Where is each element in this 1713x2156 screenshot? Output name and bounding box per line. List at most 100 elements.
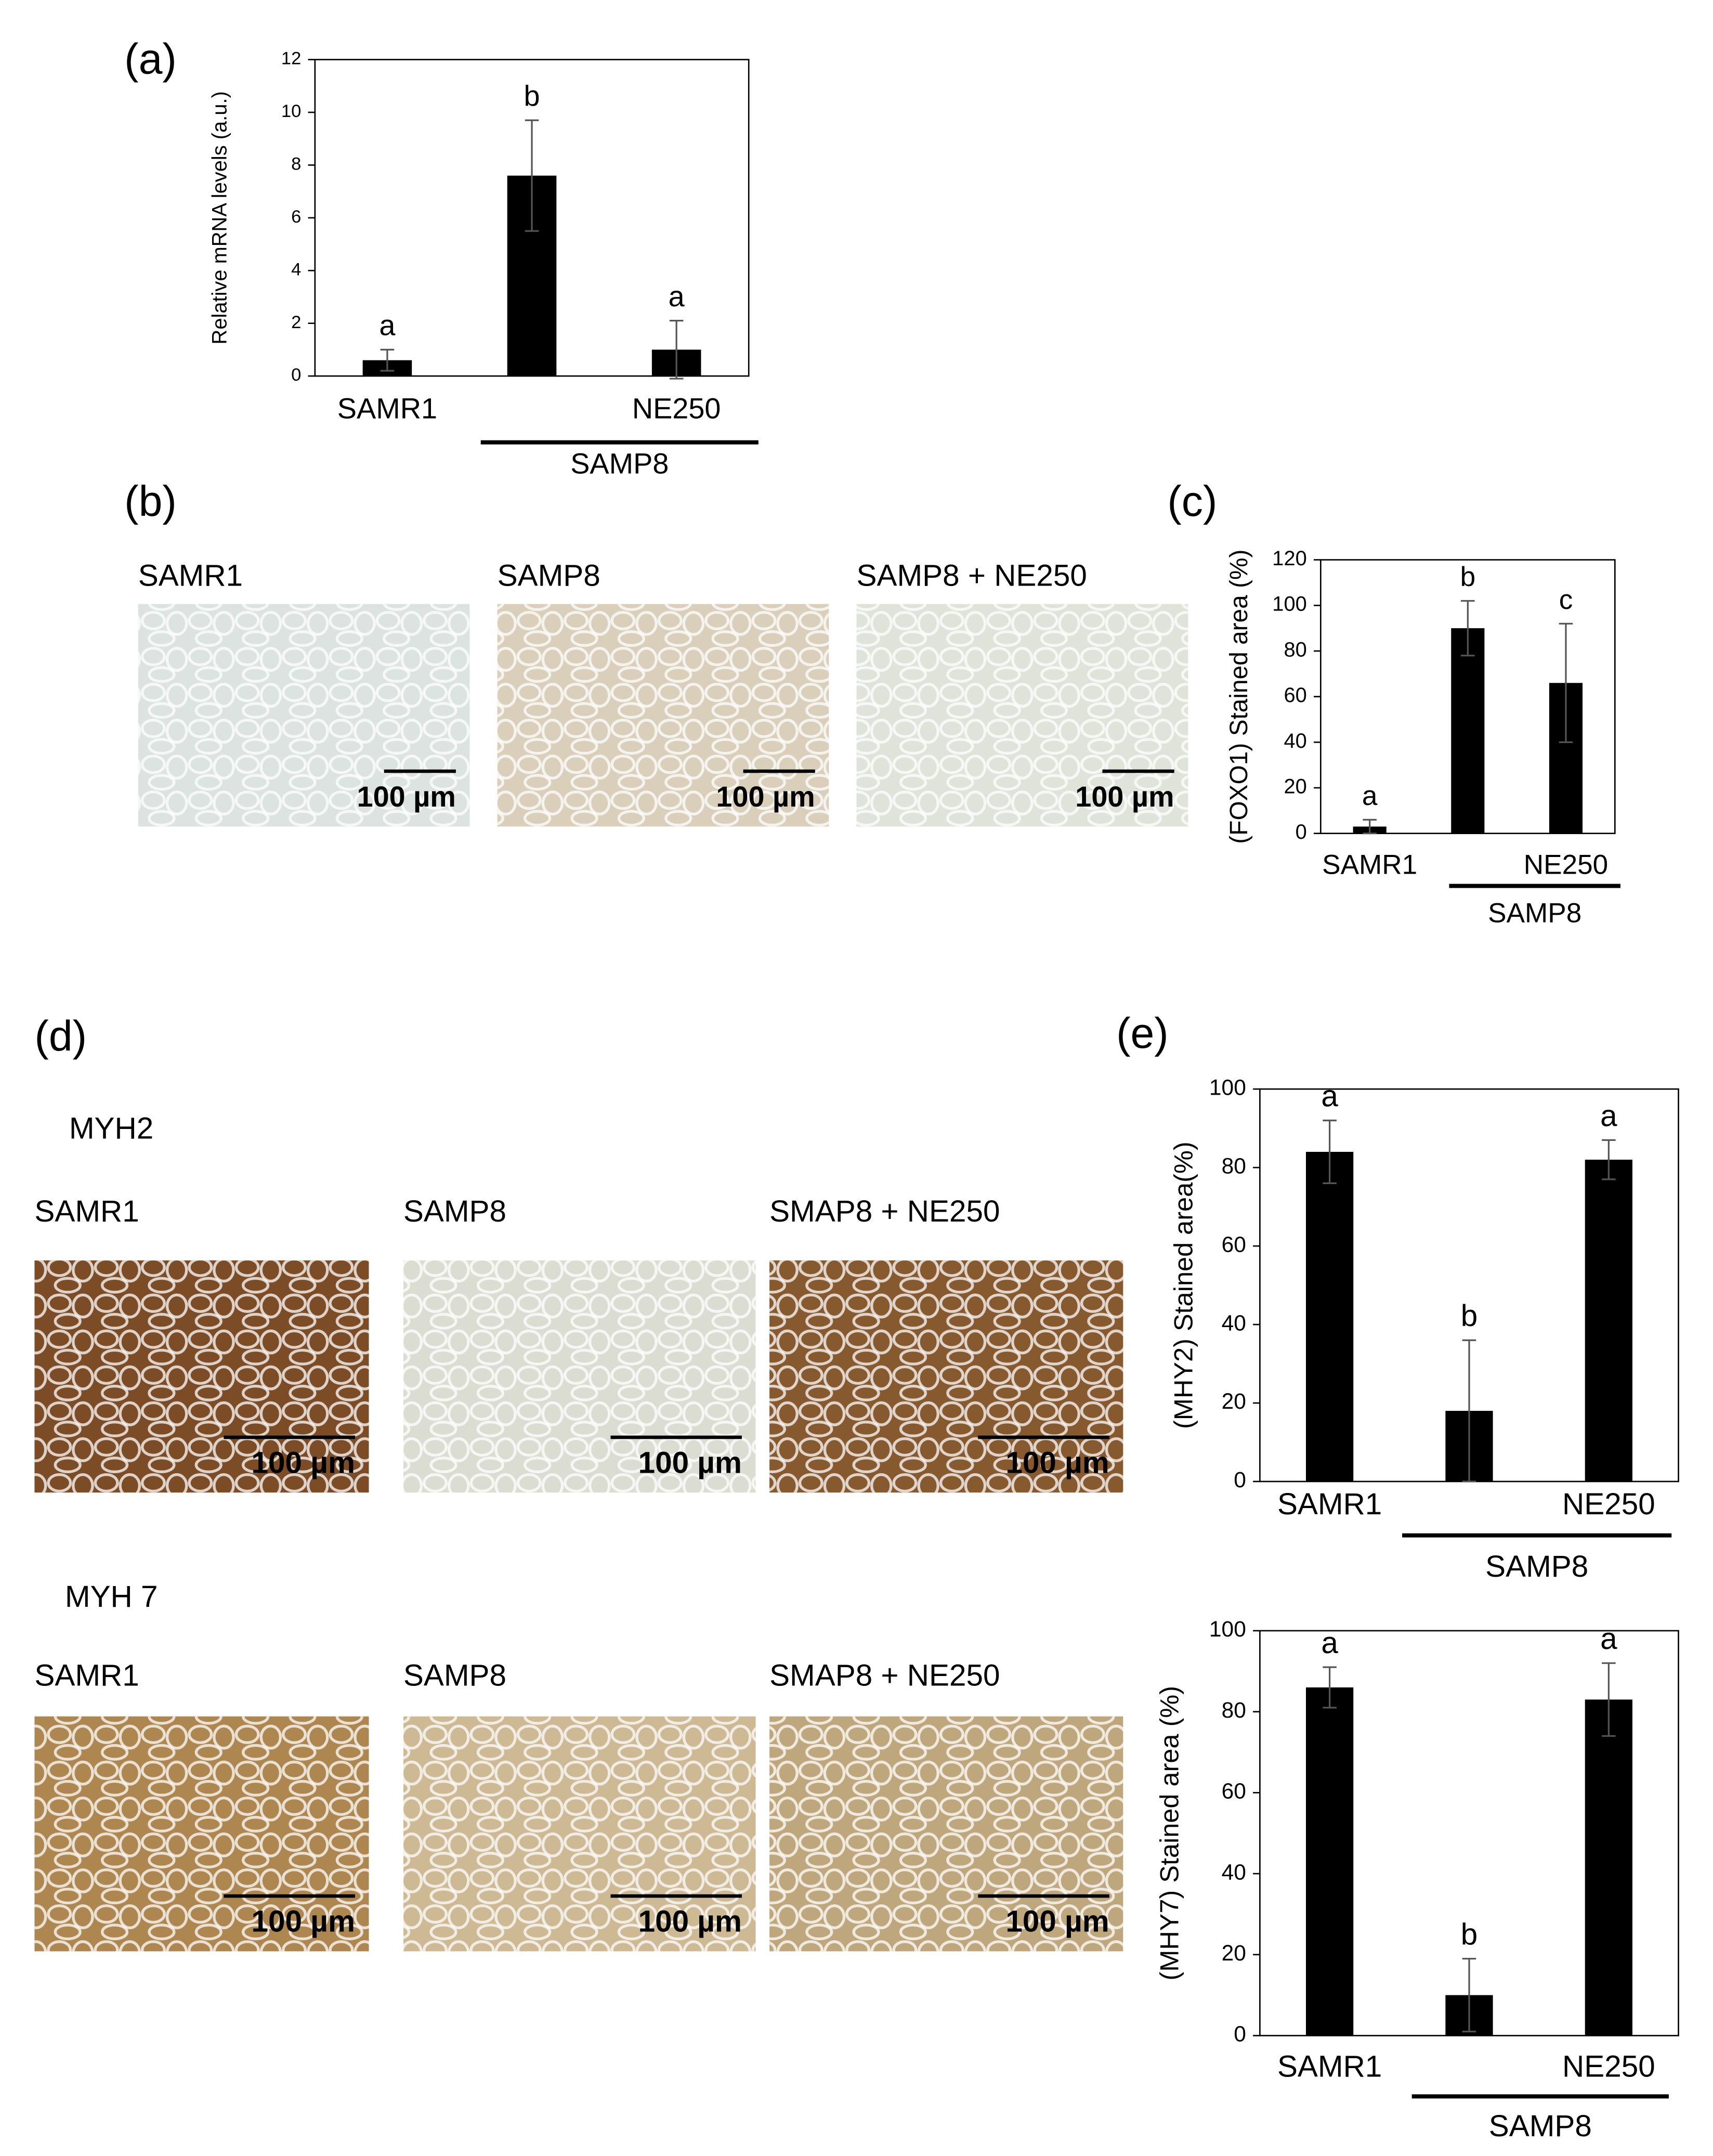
- group-label: SAMP8: [570, 447, 669, 480]
- y-axis-label: Relative mRNA levels (a.u.): [208, 91, 231, 344]
- y-axis-label: (MHY2) Stained area(%): [1168, 1141, 1198, 1429]
- y-tick-label: 60: [1222, 1780, 1246, 1804]
- panel-label: (c): [1167, 477, 1217, 525]
- y-tick-label: 0: [1234, 1468, 1246, 1492]
- micrograph-texture: [769, 1716, 1123, 1952]
- stain-marker: MYH 7: [65, 1580, 158, 1614]
- significance-letter: a: [1321, 1626, 1338, 1660]
- y-tick-label: 20: [1222, 1941, 1246, 1966]
- y-tick-label: 100: [1209, 1617, 1246, 1642]
- bar: [1305, 1152, 1354, 1482]
- significance-letter: a: [1362, 781, 1378, 811]
- y-axis-label: (FOXO1) Stained area (%): [1225, 550, 1253, 844]
- significance-letter: b: [524, 79, 540, 112]
- significance-letter: b: [1461, 1917, 1478, 1951]
- y-tick-label: 20: [1284, 775, 1306, 798]
- y-tick-label: 80: [1284, 638, 1306, 661]
- y-tick-label: 10: [281, 101, 301, 121]
- significance-letter: a: [669, 280, 685, 313]
- y-tick-label: 40: [1222, 1311, 1246, 1335]
- stain-marker: MYH2: [69, 1111, 153, 1145]
- scale-bar-label: 100 µm: [716, 780, 815, 813]
- y-tick-label: 12: [281, 49, 301, 69]
- x-tick-label: SAMR1: [1277, 2050, 1382, 2084]
- scale-bar-label: 100 µm: [357, 780, 456, 813]
- error-bar: [1461, 600, 1475, 657]
- micrograph-title: SMAP8 + NE250: [769, 1194, 1000, 1228]
- y-tick-label: 0: [1234, 2022, 1246, 2047]
- y-tick-label: 60: [1222, 1232, 1246, 1257]
- scale-bar-label: 100 µm: [1075, 780, 1174, 813]
- y-tick-label: 0: [291, 365, 301, 385]
- significance-letter: a: [1600, 1099, 1617, 1133]
- error-bar: [1559, 622, 1573, 743]
- error-bar: [1602, 1139, 1616, 1180]
- micrograph-texture: [856, 604, 1188, 827]
- y-tick-label: 100: [1272, 593, 1306, 616]
- x-tick-label: NE250: [632, 392, 721, 424]
- panel-label: (a): [124, 35, 177, 83]
- micrograph-title: SAMP8: [498, 559, 600, 593]
- significance-letter: a: [1600, 1622, 1617, 1656]
- significance-letter: c: [1559, 585, 1573, 615]
- group-label: SAMP8: [1485, 1550, 1588, 1583]
- scale-bar-label: 100 µm: [252, 1905, 355, 1939]
- micrograph-texture: [34, 1716, 369, 1952]
- error-bar: [1323, 1120, 1337, 1184]
- bar: [1305, 1687, 1354, 2036]
- significance-letter: b: [1460, 562, 1476, 592]
- x-tick-label: SAMR1: [1277, 1487, 1382, 1521]
- y-tick-label: 2: [291, 313, 301, 332]
- error-bar: [525, 119, 539, 232]
- error-bar: [669, 320, 684, 380]
- micrograph-title: SAMP8 + NE250: [857, 559, 1087, 593]
- micrograph-texture: [403, 1716, 756, 1952]
- y-tick-label: 80: [1222, 1698, 1246, 1723]
- y-tick-label: 4: [291, 259, 301, 279]
- bar: [1451, 628, 1485, 834]
- panel-label: (d): [34, 1012, 87, 1060]
- error-bar: [1462, 1339, 1476, 1483]
- y-tick-label: 40: [1284, 730, 1306, 752]
- micrograph-title: SAMP8: [403, 1659, 506, 1693]
- y-tick-label: 80: [1222, 1154, 1246, 1178]
- scale-bar-label: 100 µm: [1005, 1446, 1109, 1479]
- significance-letter: a: [379, 309, 396, 342]
- error-bar: [1323, 1666, 1337, 1709]
- group-label: SAMP8: [1489, 2109, 1592, 2143]
- y-tick-label: 100: [1209, 1075, 1246, 1100]
- scale-bar-label: 100 µm: [638, 1905, 742, 1939]
- micrograph-texture: [769, 1260, 1123, 1493]
- micrograph-texture: [497, 604, 829, 827]
- error-bar: [380, 348, 395, 372]
- group-label: SAMP8: [1488, 898, 1581, 928]
- micrograph-title: SMAP8 + NE250: [769, 1659, 1000, 1693]
- micrograph-texture: [34, 1260, 369, 1493]
- bar: [1585, 1160, 1633, 1482]
- micrograph-texture: [403, 1260, 756, 1493]
- y-tick-label: 8: [291, 154, 301, 174]
- micrograph-texture: [138, 604, 470, 827]
- error-bar: [1363, 819, 1377, 835]
- x-tick-label: NE250: [1524, 849, 1608, 880]
- y-tick-label: 60: [1284, 684, 1306, 707]
- x-tick-label: NE250: [1562, 2050, 1655, 2084]
- y-tick-label: 0: [1296, 821, 1307, 843]
- significance-letter: b: [1461, 1299, 1478, 1333]
- x-tick-label: SAMR1: [1322, 849, 1417, 880]
- y-tick-label: 6: [291, 207, 301, 227]
- error-bar: [1462, 1957, 1476, 2033]
- scale-bar-label: 100 µm: [252, 1446, 355, 1479]
- bar: [1585, 1699, 1633, 2036]
- scale-bar-label: 100 µm: [638, 1446, 742, 1479]
- scale-bar-label: 100 µm: [1005, 1905, 1109, 1939]
- error-bar: [1602, 1662, 1616, 1737]
- panel-label: (b): [124, 477, 177, 525]
- micrograph-title: SAMR1: [34, 1659, 139, 1693]
- micrograph-title: SAMP8: [403, 1194, 506, 1228]
- panel-label: (e): [1116, 1009, 1169, 1057]
- y-tick-label: 40: [1222, 1860, 1246, 1885]
- x-tick-label: NE250: [1562, 1487, 1655, 1521]
